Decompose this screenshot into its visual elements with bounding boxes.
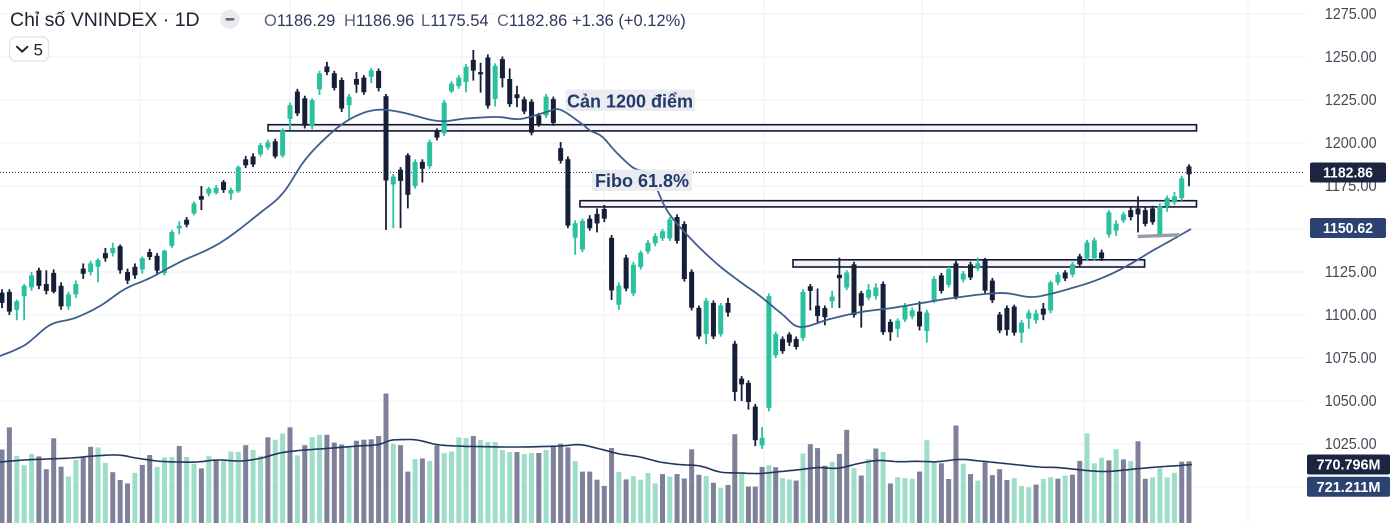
svg-text:Fibo 61.8%: Fibo 61.8% [595, 171, 689, 191]
svg-text:1125.00: 1125.00 [1325, 264, 1377, 281]
svg-text:1182.86: 1182.86 [1323, 165, 1373, 182]
svg-text:1200.00: 1200.00 [1325, 135, 1377, 152]
svg-text:1025.00: 1025.00 [1325, 436, 1377, 453]
svg-text:1100.00: 1100.00 [1325, 307, 1377, 324]
svg-text:5: 5 [34, 40, 43, 59]
svg-text:1225.00: 1225.00 [1325, 92, 1377, 109]
svg-text:1275.00: 1275.00 [1325, 6, 1377, 23]
svg-text:1250.00: 1250.00 [1325, 49, 1377, 66]
svg-text:1050.00: 1050.00 [1325, 393, 1377, 410]
svg-text:Cản 1200 điểm: Cản 1200 điểm [567, 92, 693, 112]
svg-text:O1186.29 H1186.96 L1175.54 C11: O1186.29 H1186.96 L1175.54 C1182.86 +1.3… [264, 12, 686, 30]
svg-text:770.796M: 770.796M [1317, 457, 1381, 474]
svg-text:721.211M: 721.211M [1317, 479, 1381, 496]
svg-text:1075.00: 1075.00 [1325, 350, 1377, 367]
svg-text:1150.62: 1150.62 [1323, 220, 1373, 237]
svg-text:Chỉ số VNINDEX · 1D: Chỉ số VNINDEX · 1D [10, 9, 200, 31]
